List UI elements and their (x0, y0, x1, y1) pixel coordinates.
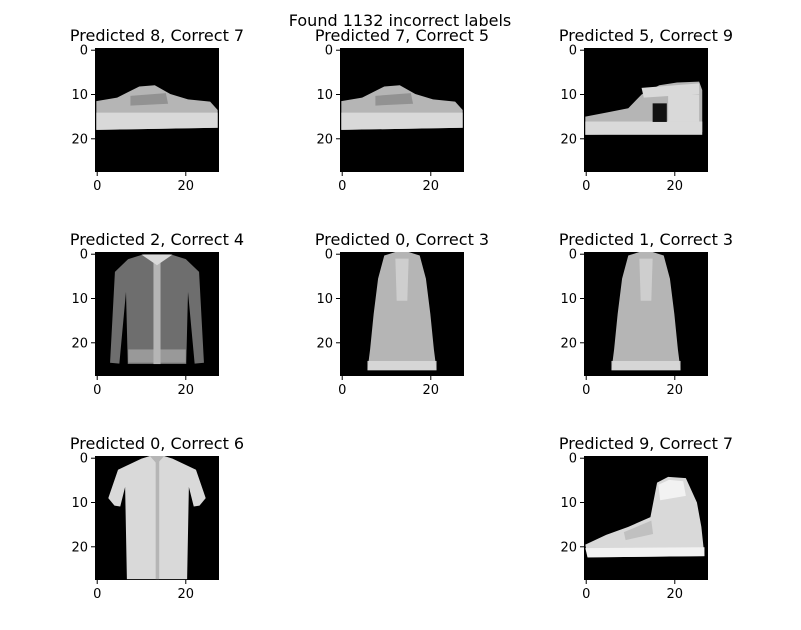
x-tick-label: 20 (667, 587, 684, 602)
garment-image (108, 456, 206, 580)
y-tick-label: 0 (569, 44, 577, 59)
y-tick-label: 20 (71, 540, 88, 555)
subplot-title: Predicted 9, Correct 7 (559, 434, 733, 453)
y-tick-label: 20 (71, 132, 88, 147)
subplot-title: Predicted 8, Correct 7 (70, 26, 244, 45)
y-tick-label: 10 (71, 292, 88, 307)
x-tick-label: 20 (423, 179, 440, 194)
x-tick-label: 20 (178, 383, 195, 398)
x-tick-label: 20 (178, 587, 195, 602)
y-tick-label: 0 (569, 452, 577, 467)
garment-image (611, 252, 681, 371)
y-tick-label: 10 (560, 88, 577, 103)
x-tick-label: 20 (667, 179, 684, 194)
garment-image (110, 254, 204, 365)
y-tick-label: 10 (560, 292, 577, 307)
y-tick-label: 10 (316, 88, 333, 103)
garment-image (585, 476, 705, 558)
y-tick-label: 20 (316, 132, 333, 147)
y-tick-label: 0 (325, 248, 333, 263)
garment-image (96, 85, 218, 130)
x-tick-label: 0 (93, 587, 101, 602)
y-tick-label: 20 (560, 132, 577, 147)
figure-suptitle: Found 1132 incorrect labels (289, 11, 511, 30)
x-tick-label: 20 (178, 179, 195, 194)
y-tick-label: 20 (560, 540, 577, 555)
subplot-title: Predicted 7, Correct 5 (315, 26, 489, 45)
y-tick-label: 10 (71, 88, 88, 103)
x-tick-label: 0 (93, 179, 101, 194)
x-tick-label: 0 (582, 383, 590, 398)
garment-image (341, 85, 463, 130)
subplot-title: Predicted 0, Correct 3 (315, 230, 489, 249)
subplot-title: Predicted 2, Correct 4 (70, 230, 244, 249)
y-tick-label: 0 (325, 44, 333, 59)
y-tick-label: 0 (569, 248, 577, 263)
y-tick-label: 10 (316, 292, 333, 307)
subplot-title: Predicted 5, Correct 9 (559, 26, 733, 45)
subplot-title: Predicted 0, Correct 6 (70, 434, 244, 453)
x-tick-label: 0 (582, 587, 590, 602)
y-tick-label: 0 (80, 44, 88, 59)
garment-image (367, 252, 437, 371)
x-tick-label: 0 (582, 179, 590, 194)
y-tick-label: 10 (560, 496, 577, 511)
x-tick-label: 20 (423, 383, 440, 398)
x-tick-label: 0 (338, 383, 346, 398)
subplot-title: Predicted 1, Correct 3 (559, 230, 733, 249)
y-tick-label: 20 (560, 336, 577, 351)
x-tick-label: 0 (338, 179, 346, 194)
y-tick-label: 10 (71, 496, 88, 511)
x-tick-label: 20 (667, 383, 684, 398)
y-tick-label: 20 (316, 336, 333, 351)
y-tick-label: 0 (80, 248, 88, 263)
garment-image (585, 81, 703, 135)
y-tick-label: 20 (71, 336, 88, 351)
y-tick-label: 0 (80, 452, 88, 467)
x-tick-label: 0 (93, 383, 101, 398)
